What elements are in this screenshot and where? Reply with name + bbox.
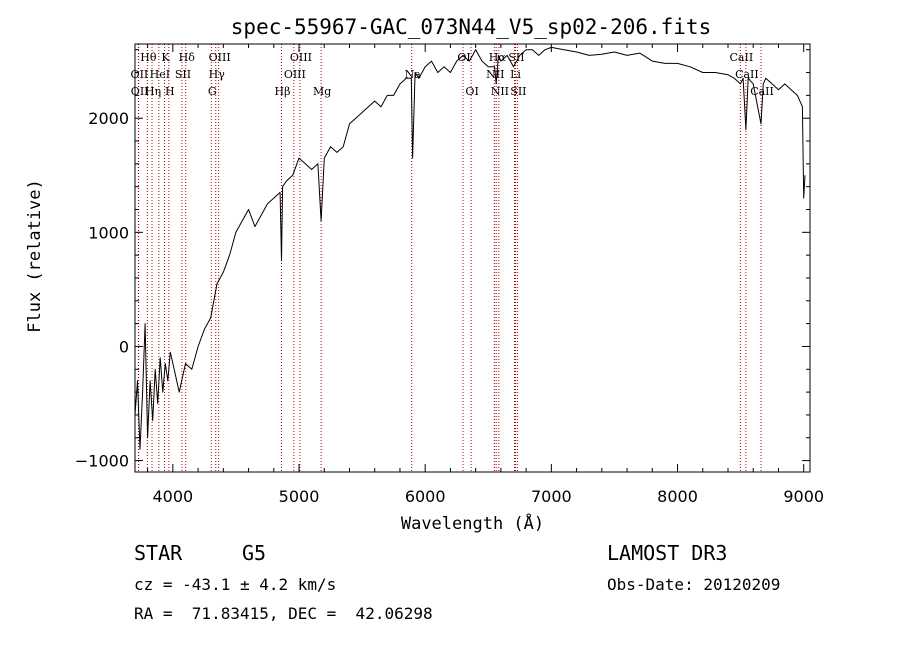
line-label-4: K <box>161 51 170 64</box>
x-axis-label: Wavelength (Å) <box>401 512 544 534</box>
line-label-26: CaII <box>735 68 759 81</box>
line-label-1: OII <box>131 68 149 81</box>
line-label-22: Li <box>510 68 521 81</box>
line-label-18: OI <box>465 85 478 98</box>
line-label-17: OI <box>457 51 470 64</box>
line-label-14: OIII <box>284 68 306 81</box>
line-label-15: Mg <box>313 85 331 98</box>
redshift-text: cz = -43.1 ± 4.2 km/s <box>134 575 337 594</box>
coordinates-text: RA = 71.83415, DEC = 42.06298 <box>134 604 433 623</box>
survey-name: LAMOST DR3 <box>607 541 728 565</box>
line-label-27: CaII <box>750 85 774 98</box>
y-tick-label-3: 2000 <box>88 109 129 128</box>
object-subclass: G5 <box>242 541 267 565</box>
line-label-9: OIII <box>209 51 231 64</box>
y-tick-label-2: 1000 <box>88 223 129 242</box>
chart-title: spec-55967-GAC_073N44_V5_sp02-206.fits <box>231 15 711 39</box>
line-label-25: CaII <box>730 51 754 64</box>
series-line-0 <box>134 46 806 450</box>
obs-date-text: Obs-Date: 20120209 <box>607 575 781 594</box>
y-tick-label-0: −1000 <box>75 452 129 471</box>
line-label-7: SII <box>175 68 191 81</box>
line-label-24: SII <box>510 85 526 98</box>
line-label-6: H <box>165 85 175 98</box>
x-tick-label-5: 9000 <box>783 487 824 506</box>
line-label-23: NII <box>491 85 509 98</box>
line-label-16: Na <box>405 68 422 81</box>
y-axis-label: Flux (relative) <box>25 179 45 333</box>
axis-ticks: 4000 5000 6000 7000 8000 9000 −1000 0 1000 2000 <box>75 44 824 506</box>
x-tick-label-4: 8000 <box>657 487 698 506</box>
line-label-0: Hθ <box>140 51 157 64</box>
x-tick-label-3: 7000 <box>531 487 572 506</box>
plot-frame <box>134 43 811 473</box>
x-tick-label-0: 4000 <box>152 487 193 506</box>
line-label-10: Hγ <box>209 68 226 81</box>
line-label-13: OIII <box>290 51 312 64</box>
object-class: STAR <box>134 541 183 565</box>
spectrum-series <box>134 46 806 450</box>
x-tick-label-1: 5000 <box>279 487 320 506</box>
line-label-12: Hβ <box>275 85 291 98</box>
line-label-8: Hδ <box>179 51 196 64</box>
line-label-11: G <box>208 85 217 98</box>
x-tick-label-2: 6000 <box>405 487 446 506</box>
line-label-5: HeI <box>150 68 170 81</box>
line-label-3: Hη <box>145 85 161 98</box>
y-tick-label-1: 0 <box>119 337 129 356</box>
